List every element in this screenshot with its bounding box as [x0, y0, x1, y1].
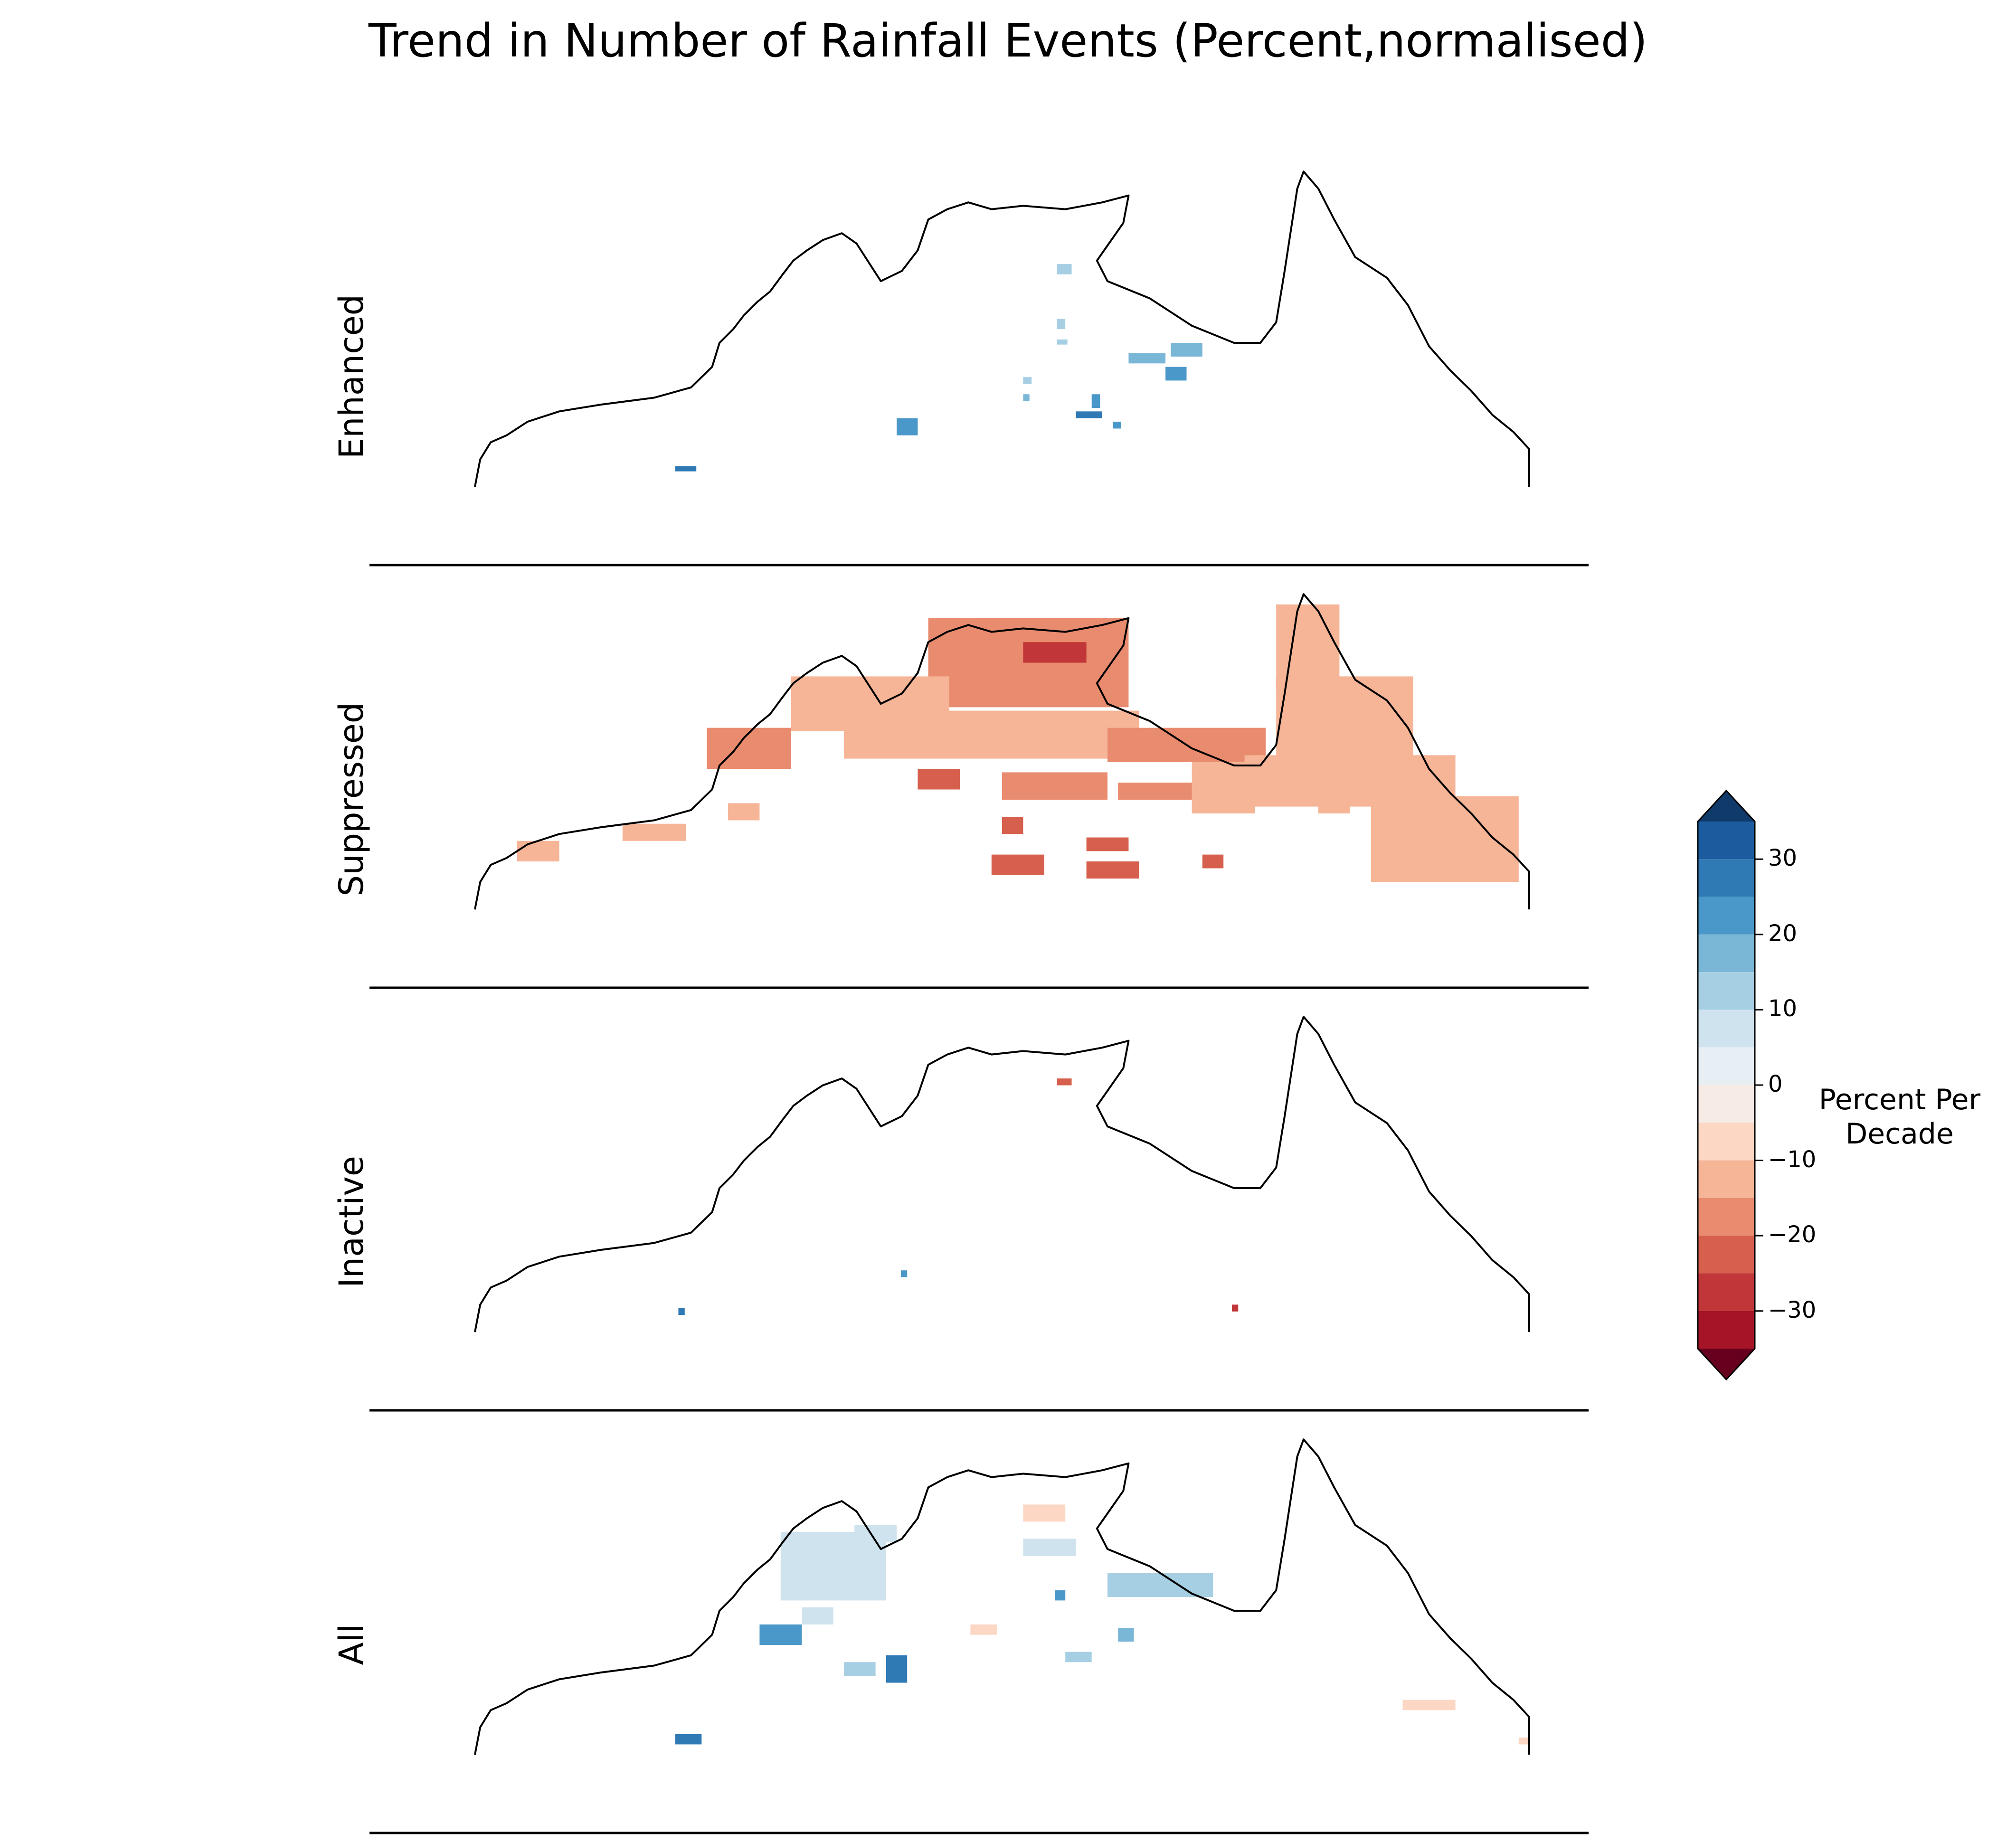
colorbar-level — [1698, 1273, 1755, 1311]
row-label: Suppressed — [332, 702, 371, 897]
colorbar-level — [1698, 859, 1755, 897]
data-cell — [780, 1532, 886, 1601]
data-cell — [844, 1662, 876, 1676]
data-cell — [1276, 676, 1413, 762]
data-cell — [1318, 800, 1350, 814]
data-cell — [1128, 353, 1166, 364]
data-cell — [1055, 1590, 1066, 1601]
colorbar-level — [1698, 1123, 1755, 1161]
data-cell — [886, 1655, 908, 1683]
data-cell — [802, 1607, 833, 1625]
panel-enhanced — [369, 170, 1589, 567]
data-cell — [918, 769, 960, 790]
data-cell — [622, 823, 686, 841]
row-label: Enhanced — [332, 294, 371, 459]
coastline — [474, 170, 1530, 487]
coastline — [474, 593, 1530, 910]
data-cell — [1023, 1539, 1076, 1556]
colorbar-level — [1698, 1198, 1755, 1236]
data-cell — [1171, 343, 1202, 357]
panel-suppressed — [369, 593, 1589, 989]
colorbar-tick-label: −10 — [1768, 1146, 1817, 1173]
data-cell — [675, 1734, 702, 1745]
data-cell — [1023, 394, 1030, 401]
colorbar-level — [1698, 1085, 1755, 1123]
data-cell — [1057, 319, 1066, 330]
data-cell — [1192, 762, 1255, 814]
data-cell — [1113, 421, 1121, 429]
data-cell — [1065, 1652, 1092, 1663]
data-cell — [991, 854, 1044, 875]
row-label: Inactive — [332, 1156, 371, 1288]
data-cell — [1118, 783, 1202, 800]
colorbar-tick-label: −30 — [1768, 1296, 1817, 1323]
data-cell — [1091, 394, 1100, 408]
data-cell — [1202, 854, 1224, 869]
colorbar-extend-bottom — [1698, 1349, 1755, 1379]
colorbar-tick-label: 10 — [1768, 995, 1798, 1022]
colorbar-tick-label: 0 — [1768, 1071, 1783, 1097]
data-cell — [1002, 817, 1023, 834]
data-cell — [1076, 411, 1102, 418]
data-cell — [1002, 772, 1107, 800]
data-cell — [1023, 642, 1087, 663]
colorbar-tick-label: −20 — [1768, 1221, 1817, 1248]
data-cell — [728, 803, 760, 821]
coastline — [474, 1438, 1530, 1755]
coastline — [474, 1016, 1530, 1332]
chart-title: Trend in Number of Rainfall Events (Perc… — [368, 14, 1648, 67]
colorbar-label: Percent Per Decade — [1818, 1083, 1981, 1151]
data-cell — [897, 418, 918, 435]
data-cell — [1518, 1738, 1529, 1745]
data-cell — [517, 841, 559, 862]
data-cell — [1057, 339, 1068, 345]
data-cell — [678, 1308, 685, 1315]
data-cell — [1023, 377, 1032, 384]
data-cell — [1057, 1078, 1072, 1086]
data-cell — [707, 727, 791, 769]
data-cell — [844, 710, 1139, 759]
data-cell — [1118, 1628, 1134, 1642]
data-cell — [1165, 367, 1187, 381]
colorbar — [1697, 789, 1763, 1381]
colorbar-level — [1698, 934, 1755, 973]
data-cell — [1057, 264, 1072, 274]
data-cell — [900, 1270, 908, 1277]
colorbar-outline — [1697, 789, 1756, 1381]
data-cell — [1086, 837, 1129, 851]
data-cell — [1107, 1573, 1213, 1597]
panel-inactive — [369, 1016, 1589, 1412]
data-cell — [1402, 1700, 1456, 1710]
colorbar-level — [1698, 972, 1755, 1010]
colorbar-tick-label: 20 — [1768, 920, 1798, 947]
colorbar-tick-label: 30 — [1768, 845, 1798, 872]
colorbar-level — [1698, 1010, 1755, 1048]
colorbar-level — [1698, 897, 1755, 935]
data-cell — [675, 466, 697, 472]
row-label: All — [332, 1624, 371, 1665]
data-cell — [1086, 861, 1139, 879]
colorbar-level — [1698, 1311, 1755, 1349]
colorbar-level — [1698, 1047, 1755, 1085]
data-cell — [1231, 1304, 1239, 1312]
colorbar-level — [1698, 822, 1755, 860]
colorbar-level — [1698, 1236, 1755, 1274]
colorbar-level — [1698, 1160, 1755, 1198]
data-cell — [1371, 796, 1519, 882]
data-cell — [759, 1624, 802, 1645]
data-cell — [1023, 1504, 1066, 1522]
colorbar-extend-top — [1698, 791, 1755, 822]
data-cell — [970, 1624, 997, 1635]
panel-all — [369, 1438, 1589, 1834]
